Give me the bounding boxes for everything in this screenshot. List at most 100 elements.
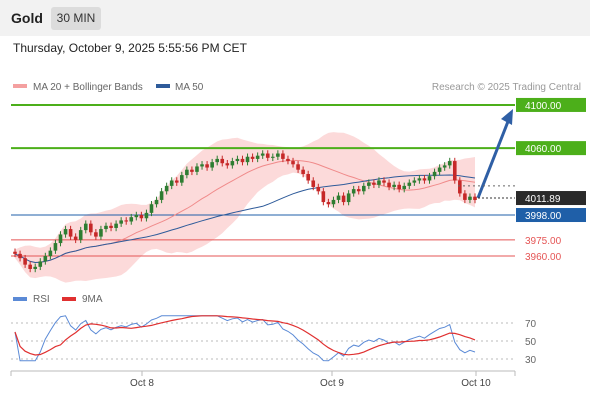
candle-body <box>341 195 346 203</box>
candle-body <box>437 167 442 172</box>
x-label-oct-8: Oct 8 <box>130 378 154 389</box>
candle-body <box>195 166 199 172</box>
candle-body <box>260 153 265 156</box>
candle-body <box>346 193 351 203</box>
candle-body <box>149 204 154 213</box>
candle-body <box>159 191 164 200</box>
candle-body <box>190 169 194 172</box>
candle-body <box>311 180 316 187</box>
candle-body <box>124 220 129 222</box>
candle-body <box>432 171 437 177</box>
key-levels <box>11 103 515 257</box>
copyright: Research © 2025 Trading Central <box>432 82 581 93</box>
candle-body <box>53 243 58 251</box>
candle-body <box>13 251 17 254</box>
candle-body <box>215 158 219 163</box>
x-axis: Oct 8 Oct 9 Oct 10 <box>10 371 516 389</box>
ma50-line <box>14 174 476 264</box>
candle-body <box>73 236 78 240</box>
current-price-label: 4011.89 <box>525 194 561 205</box>
legend-rsi-label: RSI <box>33 294 50 305</box>
candle-body <box>276 153 280 157</box>
candle-body <box>367 182 371 186</box>
legend-rsi-swatch <box>13 297 27 301</box>
candle-body <box>114 223 118 228</box>
level-tag-4060.00 <box>516 141 586 156</box>
candle-body <box>18 253 22 259</box>
x-label-oct-10: Oct 10 <box>461 378 491 389</box>
candle-body <box>109 225 113 228</box>
legend-ma50-label: MA 50 <box>175 82 204 93</box>
candle-body <box>83 223 88 231</box>
candle-body <box>119 220 123 224</box>
candle-body <box>417 178 422 181</box>
level-label-4100.00: 4100.00 <box>525 101 562 112</box>
level-label-3975.00: 3975.00 <box>525 236 562 247</box>
candle-body <box>301 169 305 175</box>
candle-body <box>169 180 174 186</box>
candle-body <box>99 229 103 237</box>
bollinger-bands <box>15 132 475 283</box>
candle-body <box>377 180 381 185</box>
candle-body <box>271 156 275 158</box>
candle-body <box>447 161 452 166</box>
candle-body <box>316 186 321 192</box>
candle-body <box>392 184 396 187</box>
candle-body <box>235 158 240 162</box>
level-label-3960.00: 3960.00 <box>525 252 562 263</box>
candle-body <box>336 195 341 200</box>
candle-body <box>356 189 361 192</box>
legend-ma50-swatch <box>156 84 170 88</box>
moving-averages <box>14 159 476 264</box>
candle-body <box>361 185 366 192</box>
candle-body <box>321 191 326 203</box>
candle-body <box>89 223 93 233</box>
rsi-tick-50: 50 <box>525 337 537 348</box>
candle-body <box>129 217 134 222</box>
candle-body <box>412 180 417 183</box>
candle-body <box>220 158 225 164</box>
candle-body <box>185 169 189 176</box>
level-label-3998.00: 3998.00 <box>525 211 562 222</box>
candle-body <box>78 230 83 240</box>
rsi-ma-line <box>14 315 476 356</box>
current-price-tag <box>516 191 586 206</box>
candle-body <box>174 180 179 183</box>
candle-body <box>200 164 204 167</box>
candle-body <box>427 176 432 181</box>
candle-body <box>144 212 149 219</box>
candle-body <box>452 161 457 181</box>
forecast-arrow-shaft <box>476 118 511 199</box>
candle-body <box>68 229 73 237</box>
level-label-4060.00: 4060.00 <box>525 144 562 155</box>
candle-body <box>33 266 38 269</box>
rsi-tick-30: 30 <box>525 355 537 366</box>
rsi-tick-70: 70 <box>525 319 537 330</box>
level-tag-3998.00 <box>516 208 586 223</box>
candle-body <box>387 182 391 187</box>
level-tag-4100.00 <box>516 97 586 112</box>
candle-body <box>225 163 230 166</box>
candle-body <box>286 158 290 162</box>
candlesticks <box>13 150 477 273</box>
candle-body <box>351 189 356 194</box>
level-labels: 4100.00 4060.00 3998.00 3975.00 3960.00 4011.… <box>458 97 586 263</box>
candle-body <box>402 185 407 190</box>
rsi-panel: 70 50 30 <box>11 315 537 366</box>
candle-body <box>458 180 462 194</box>
candle-body <box>23 258 27 265</box>
candle-body <box>407 182 412 186</box>
candle-body <box>463 193 467 200</box>
legend-ma20-label: MA 20 + Bollinger Bands <box>33 82 143 93</box>
candle-body <box>296 164 300 170</box>
candle-body <box>94 232 98 237</box>
symbol-title: Gold <box>11 10 43 26</box>
timeframe-button[interactable]: 30 MIN <box>51 7 101 30</box>
forecast-arrow-head <box>501 108 513 125</box>
candle-body <box>250 156 255 159</box>
candle-body <box>397 184 401 190</box>
candle-body <box>473 196 477 201</box>
candle-body <box>255 155 260 159</box>
legend-9ma-swatch <box>62 297 76 301</box>
